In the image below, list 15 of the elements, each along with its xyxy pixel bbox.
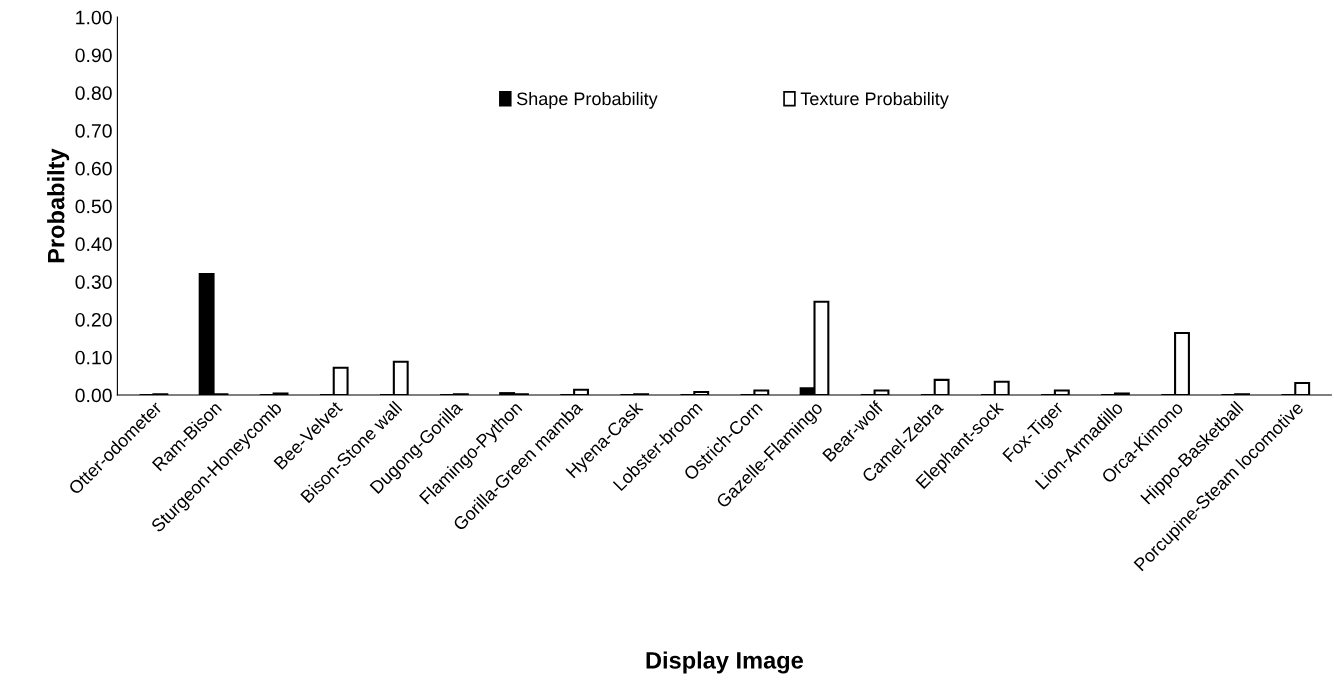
legend-label: Texture Probability: [800, 91, 949, 109]
y-tick-label: 0.70: [75, 124, 112, 138]
y-tick-label: 0.30: [75, 275, 112, 289]
x-axis-title: Display Image: [646, 651, 803, 674]
y-tick-label: 0.80: [75, 86, 112, 100]
y-tick-label: 0.00: [75, 388, 112, 403]
y-tick-label: 0.10: [75, 350, 112, 365]
y-tick-label: 0.40: [75, 237, 112, 252]
y-tick-label: 0.90: [75, 48, 112, 63]
y-axis-title: Probabilty: [47, 148, 70, 263]
y-tick-label: 0.60: [75, 161, 112, 176]
y-tick-label: 0.20: [75, 312, 112, 327]
legend-label: Shape Probability: [516, 91, 658, 109]
y-tick-label: 0.50: [75, 199, 112, 214]
y-tick-label: 1.00: [76, 10, 112, 25]
